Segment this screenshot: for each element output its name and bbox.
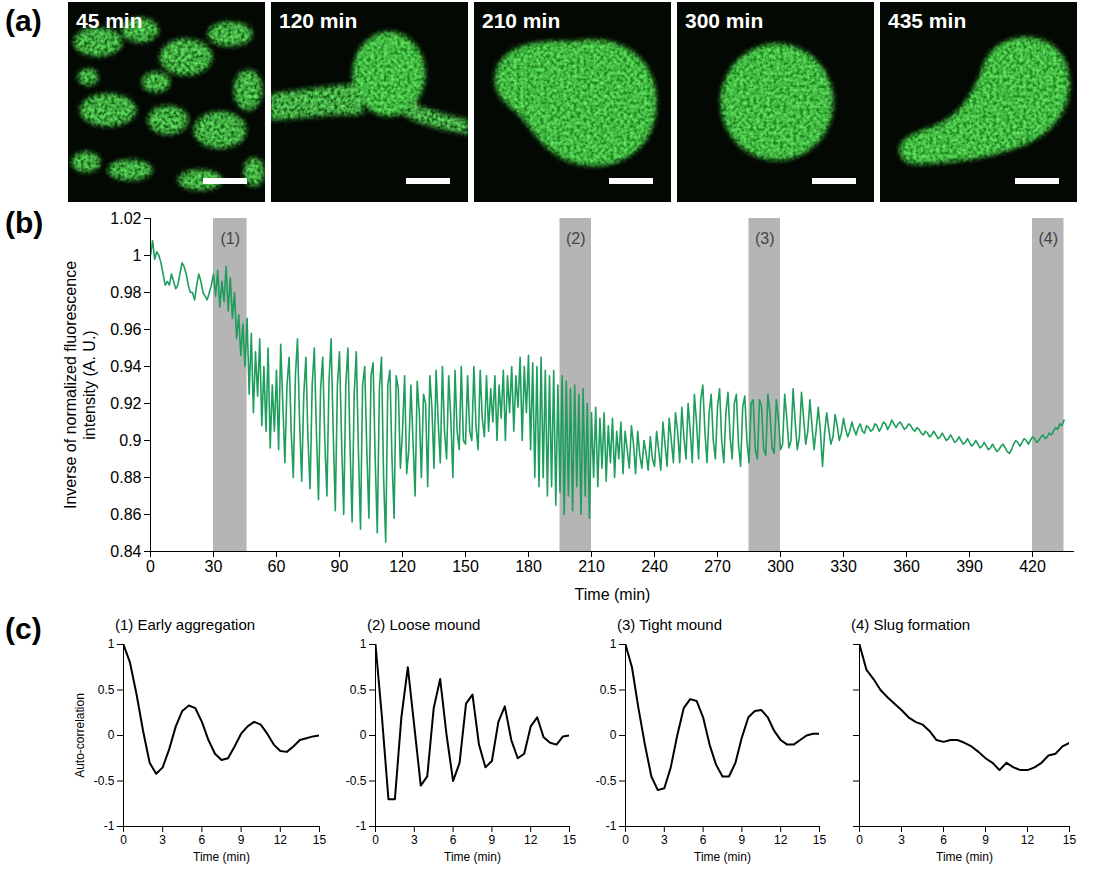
svg-text:150: 150 (452, 558, 479, 575)
svg-text:0.92: 0.92 (110, 395, 141, 412)
svg-text:0.96: 0.96 (110, 321, 141, 338)
svg-text:(1): (1) (221, 230, 241, 247)
svg-text:0: 0 (146, 558, 155, 575)
svg-text:0: 0 (360, 728, 367, 742)
svg-text:3: 3 (159, 833, 166, 847)
svg-text:15: 15 (813, 833, 827, 847)
svg-text:12: 12 (274, 833, 288, 847)
html-text:(3) Tight mound: (3) Tight mound (617, 616, 723, 633)
svg-text:Time (min): Time (min) (193, 850, 250, 864)
svg-text:1: 1 (108, 637, 115, 651)
svg-text:3: 3 (411, 833, 418, 847)
svg-text:Time (min): Time (min) (575, 586, 651, 603)
svg-text:15: 15 (313, 833, 327, 847)
svg-text:9: 9 (238, 833, 245, 847)
svg-text:300: 300 (767, 558, 794, 575)
svg-text:390: 390 (956, 558, 983, 575)
svg-text:0.5: 0.5 (350, 683, 367, 697)
html-text:(a): (a) (5, 4, 42, 37)
svg-text:120: 120 (389, 558, 416, 575)
svg-text:9: 9 (982, 833, 989, 847)
svg-text:240: 240 (641, 558, 668, 575)
svg-text:Time (min): Time (min) (694, 850, 751, 864)
svg-text:6: 6 (199, 833, 206, 847)
html-text:(4) Slug formation: (4) Slug formation (851, 616, 971, 633)
svg-text:30: 30 (205, 558, 223, 575)
svg-text:(4): (4) (1038, 230, 1058, 247)
svg-text:-0.5: -0.5 (596, 774, 617, 788)
html-text:(2) Loose mound: (2) Loose mound (367, 616, 481, 633)
svg-text:0.5: 0.5 (600, 683, 617, 697)
svg-text:210: 210 (578, 558, 605, 575)
svg-text:0.88: 0.88 (110, 469, 141, 486)
html-text:(1) Early aggregation: (1) Early aggregation (115, 616, 256, 633)
svg-text:1.02: 1.02 (110, 210, 141, 227)
svg-text:Time (min): Time (min) (936, 850, 993, 864)
svg-text:9: 9 (489, 833, 496, 847)
svg-text:1: 1 (360, 637, 367, 651)
svg-text:6: 6 (700, 833, 707, 847)
svg-text:9: 9 (739, 833, 746, 847)
svg-text:0: 0 (610, 728, 617, 742)
svg-text:1: 1 (133, 247, 142, 264)
svg-text:0.84: 0.84 (110, 543, 141, 560)
svg-text:0.5: 0.5 (98, 683, 115, 697)
svg-text:Auto-correlation: Auto-correlation (73, 693, 87, 778)
svg-text:-0.5: -0.5 (94, 774, 115, 788)
svg-text:0: 0 (622, 833, 629, 847)
svg-text:120 min: 120 min (279, 9, 357, 32)
svg-text:12: 12 (1021, 833, 1035, 847)
svg-text:0: 0 (856, 833, 863, 847)
svg-text:60: 60 (268, 558, 286, 575)
svg-text:0: 0 (120, 833, 127, 847)
svg-text:45 min: 45 min (76, 9, 143, 32)
svg-text:435 min: 435 min (888, 9, 966, 32)
svg-text:330: 330 (830, 558, 857, 575)
svg-text:15: 15 (563, 833, 577, 847)
html-text:Inverse of normalized fluoresc: Inverse of normalized fluorescence inten… (61, 260, 98, 509)
svg-text:270: 270 (704, 558, 731, 575)
svg-text:90: 90 (331, 558, 349, 575)
svg-text:210 min: 210 min (482, 9, 560, 32)
svg-text:0: 0 (372, 833, 379, 847)
svg-text:12: 12 (524, 833, 538, 847)
svg-text:0.94: 0.94 (110, 358, 141, 375)
svg-text:(2): (2) (566, 230, 586, 247)
svg-text:-1: -1 (104, 819, 115, 833)
svg-text:360: 360 (893, 558, 920, 575)
svg-text:6: 6 (940, 833, 947, 847)
svg-text:0.9: 0.9 (119, 432, 141, 449)
svg-text:(3): (3) (755, 230, 775, 247)
svg-text:420: 420 (1019, 558, 1046, 575)
svg-text:6: 6 (450, 833, 457, 847)
svg-text:0: 0 (108, 728, 115, 742)
svg-text:15: 15 (1063, 833, 1077, 847)
svg-text:3: 3 (661, 833, 668, 847)
svg-text:0.86: 0.86 (110, 506, 141, 523)
svg-text:12: 12 (774, 833, 788, 847)
html-text:(b): (b) (5, 206, 44, 239)
svg-text:0.98: 0.98 (110, 284, 141, 301)
svg-text:300 min: 300 min (685, 9, 763, 32)
svg-text:-0.5: -0.5 (346, 774, 367, 788)
html-text:(c): (c) (5, 612, 42, 645)
svg-text:-1: -1 (606, 819, 617, 833)
svg-text:Time (min): Time (min) (444, 850, 501, 864)
svg-text:3: 3 (898, 833, 905, 847)
svg-text:180: 180 (515, 558, 542, 575)
svg-text:-1: -1 (356, 819, 367, 833)
svg-text:1: 1 (610, 637, 617, 651)
